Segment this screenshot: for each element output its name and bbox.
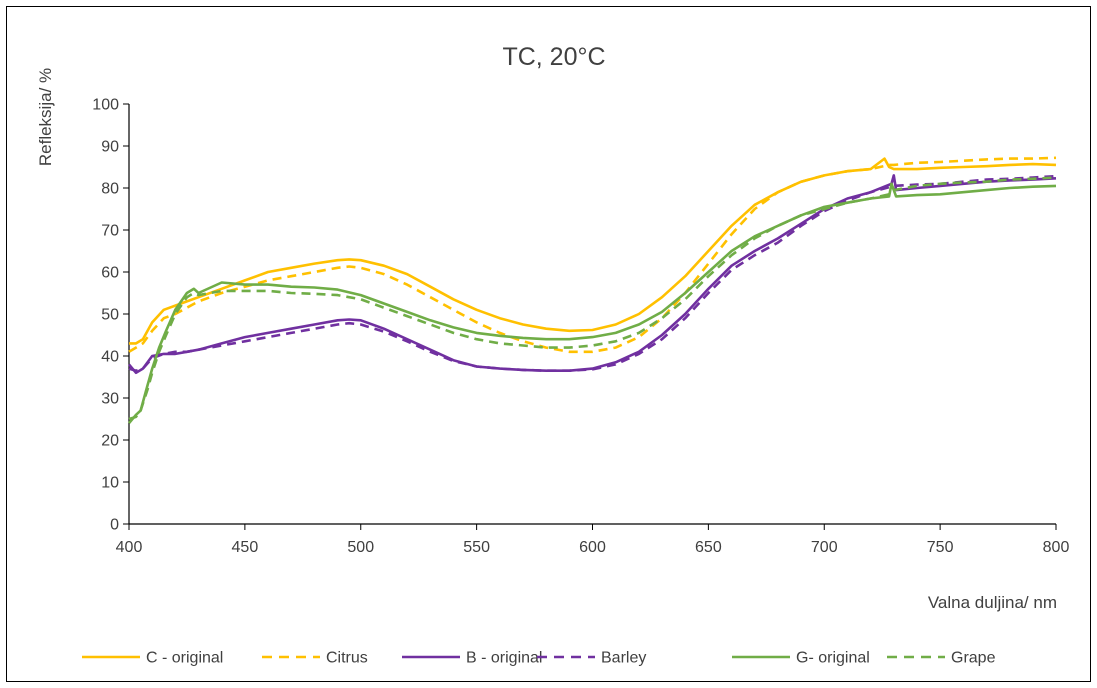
y-tick-label: 80 bbox=[101, 181, 119, 198]
line-chart: TC, 20°C Refleksija/ % Valna duljina/ nm… bbox=[36, 43, 1069, 667]
x-axis-label: Valna duljina/ nm bbox=[928, 593, 1057, 612]
legend-label: G- original bbox=[796, 650, 870, 667]
y-tick-label: 60 bbox=[101, 265, 119, 282]
legend-label: B - original bbox=[466, 650, 542, 667]
legend: C - original Citrus B - original Barley G- o… bbox=[82, 650, 996, 667]
chart-area: TC, 20°C Refleksija/ % Valna duljina/ nm… bbox=[6, 6, 1091, 682]
series-line-1 bbox=[129, 157, 1057, 345]
y-axis-label: Refleksija/ % bbox=[36, 68, 55, 166]
legend-label: C - original bbox=[146, 650, 223, 667]
series-line-2 bbox=[128, 156, 1057, 354]
y-tick-label: 70 bbox=[101, 223, 119, 240]
y-tick-label: 90 bbox=[101, 139, 119, 156]
y-tick-label: 0 bbox=[110, 517, 119, 534]
x-tick-label: 500 bbox=[347, 539, 374, 556]
x-tick-label: 650 bbox=[695, 539, 722, 556]
x-tick-label: 400 bbox=[116, 539, 143, 556]
y-tick-label: 30 bbox=[101, 391, 119, 408]
legend-label: Citrus bbox=[326, 650, 368, 667]
legend-label: Barley bbox=[601, 650, 646, 667]
x-tick-label: 450 bbox=[232, 539, 259, 556]
x-tick-label: 600 bbox=[579, 539, 606, 556]
chart-title: TC, 20°C bbox=[502, 43, 605, 71]
y-tick-label: 50 bbox=[101, 307, 119, 324]
plot-series bbox=[128, 156, 1057, 425]
series-line-3 bbox=[128, 174, 1057, 375]
series-line-4 bbox=[128, 174, 1057, 372]
x-tick-label: 700 bbox=[811, 539, 838, 556]
y-tick-label: 40 bbox=[101, 349, 119, 366]
legend-label: Grape bbox=[951, 650, 996, 667]
x-tick-label: 550 bbox=[463, 539, 490, 556]
y-tick-label: 100 bbox=[92, 97, 119, 114]
y-tick-label: 20 bbox=[101, 433, 119, 450]
y-tick-label: 10 bbox=[101, 475, 119, 492]
series-line-6 bbox=[128, 176, 1057, 421]
axes: 0 10 20 30 40 50 60 70 80 90 100 400 450 500 550 600 650… bbox=[92, 97, 1069, 557]
x-tick-label: 800 bbox=[1043, 539, 1070, 556]
series-line-5 bbox=[128, 182, 1057, 425]
x-tick-label: 750 bbox=[927, 539, 954, 556]
